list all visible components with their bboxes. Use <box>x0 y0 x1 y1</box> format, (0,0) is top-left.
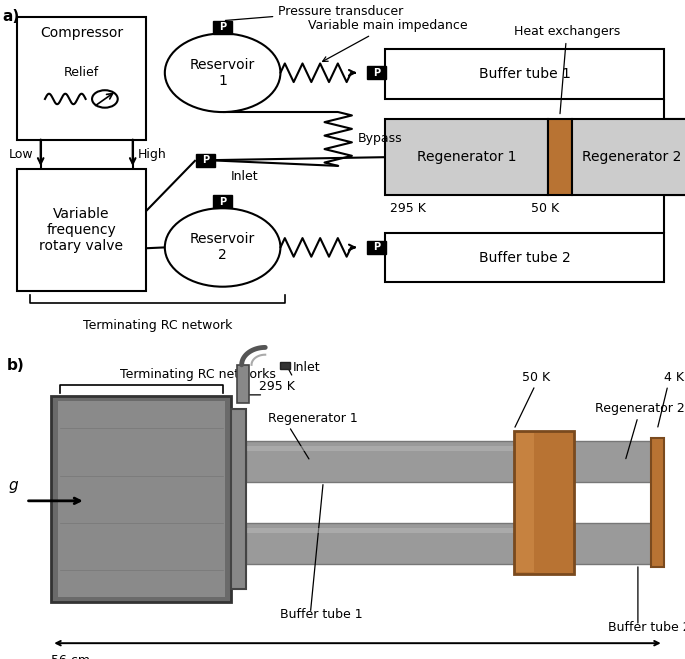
Text: Relief: Relief <box>64 66 99 79</box>
Bar <box>246 523 514 564</box>
Text: Regenerator 2: Regenerator 2 <box>595 402 685 415</box>
Text: Buffer tube 2: Buffer tube 2 <box>608 621 685 633</box>
Text: Reservoir
1: Reservoir 1 <box>190 58 256 88</box>
Bar <box>232 409 246 589</box>
Text: g: g <box>8 478 18 493</box>
Bar <box>385 119 548 195</box>
Text: P: P <box>219 22 226 32</box>
Text: a): a) <box>2 9 19 24</box>
Text: Buffer tube 1: Buffer tube 1 <box>280 608 363 621</box>
Bar <box>51 397 231 602</box>
Text: Low: Low <box>9 148 34 161</box>
Bar <box>246 529 514 533</box>
Bar <box>573 441 651 482</box>
Bar <box>213 195 232 208</box>
Bar <box>367 66 386 79</box>
Bar <box>385 49 664 99</box>
Bar <box>548 119 571 195</box>
Bar <box>514 431 573 573</box>
Text: Pressure transducer: Pressure transducer <box>225 5 403 20</box>
Text: 295 K: 295 K <box>390 202 425 215</box>
Text: P: P <box>202 155 209 165</box>
Text: Regenerator 2: Regenerator 2 <box>582 150 681 164</box>
Text: b): b) <box>6 358 24 374</box>
Bar <box>651 438 664 567</box>
Bar <box>571 119 685 195</box>
Text: Regenerator 1: Regenerator 1 <box>268 412 358 425</box>
Circle shape <box>165 208 280 287</box>
Text: P: P <box>373 68 380 78</box>
Text: Inlet: Inlet <box>231 169 259 183</box>
Text: 56 cm: 56 cm <box>51 654 90 659</box>
Text: Heat exchangers: Heat exchangers <box>514 25 620 113</box>
Text: Variable
frequency
rotary valve: Variable frequency rotary valve <box>39 207 123 253</box>
Circle shape <box>165 34 280 112</box>
Circle shape <box>92 90 118 107</box>
Bar <box>213 20 232 34</box>
Bar <box>196 154 215 167</box>
Text: Regenerator 1: Regenerator 1 <box>417 150 516 164</box>
Text: 50 K: 50 K <box>531 202 559 215</box>
Text: Terminating RC networks: Terminating RC networks <box>120 368 276 381</box>
Bar <box>280 362 290 368</box>
Bar <box>367 241 386 254</box>
Bar <box>246 441 514 482</box>
Text: 4 K: 4 K <box>664 370 684 384</box>
Bar <box>385 233 664 282</box>
Bar <box>17 169 145 291</box>
Text: Buffer tube 1: Buffer tube 1 <box>479 67 571 81</box>
Text: Bypass: Bypass <box>358 132 402 146</box>
Text: Buffer tube 2: Buffer tube 2 <box>479 250 571 264</box>
Bar <box>236 365 249 403</box>
Text: Terminating RC network: Terminating RC network <box>83 319 232 331</box>
Text: 50 K: 50 K <box>522 370 551 384</box>
Bar <box>573 523 651 564</box>
Bar <box>58 401 225 597</box>
Text: P: P <box>373 243 380 252</box>
Text: Variable main impedance: Variable main impedance <box>308 19 468 61</box>
Bar <box>17 17 145 140</box>
Text: Compressor: Compressor <box>40 26 123 40</box>
Text: Inlet: Inlet <box>293 361 321 374</box>
Text: 295 K: 295 K <box>259 380 295 393</box>
Bar <box>246 446 514 451</box>
Text: Reservoir
2: Reservoir 2 <box>190 233 256 262</box>
Text: High: High <box>138 148 166 161</box>
Bar <box>516 433 534 572</box>
Text: P: P <box>219 196 226 207</box>
